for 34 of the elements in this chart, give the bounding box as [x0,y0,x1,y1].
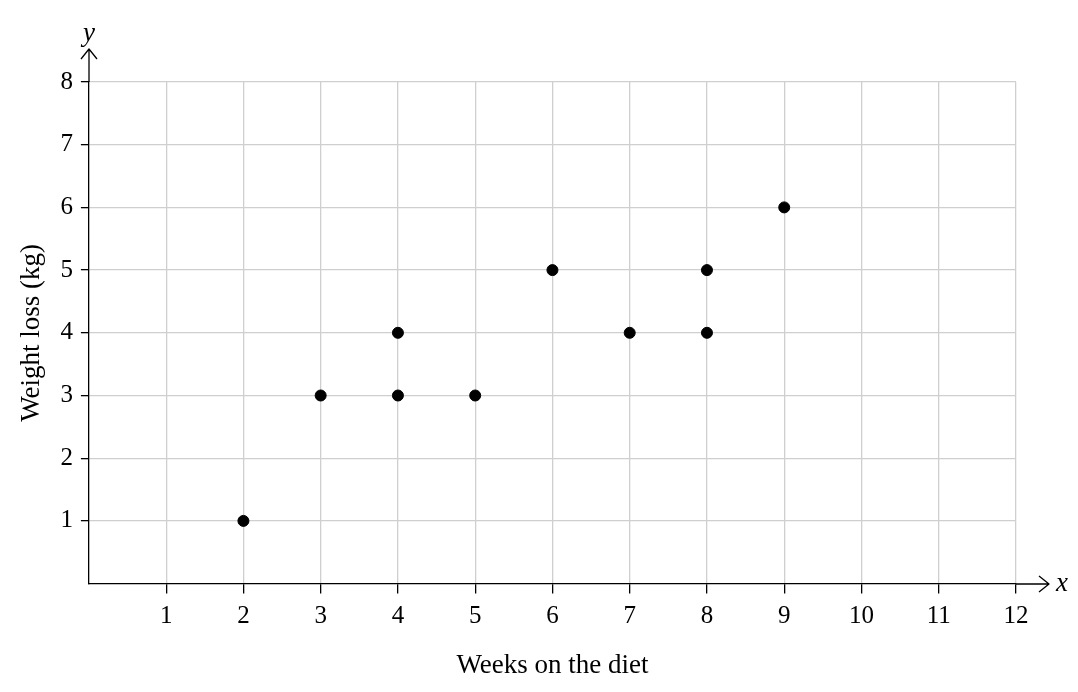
point [314,389,327,402]
y-tick-label: 2 [60,442,73,470]
point [391,326,404,339]
point [469,389,482,402]
x-tick-label: 3 [314,601,327,629]
point [778,201,791,214]
y-tick-label: 3 [60,380,73,408]
point [546,264,559,277]
x-tick-label: 2 [237,601,250,629]
point [700,326,713,339]
y-tick-label: 4 [60,317,74,345]
y-tick-label: 1 [60,505,73,533]
point [237,514,250,527]
point [391,389,404,402]
x-tick-label: 7 [623,601,636,629]
y-tick-label: 7 [60,129,73,157]
point [700,264,713,277]
y-axis-title: Weight loss (kg) [15,243,46,422]
x-tick-label: 9 [777,601,791,629]
x-tick-label: 5 [468,601,482,629]
x-axis-title: Weeks on the diet [456,648,649,679]
x-tick-label: 6 [546,601,559,629]
y-tick-label: 5 [60,254,73,282]
x-tick-label: 4 [391,601,405,629]
x-tick-label: 10 [848,601,874,629]
y-tick-label: 6 [60,191,73,219]
x-tick-label: 12 [1003,601,1029,629]
x-tick-label: 8 [700,601,714,629]
x-tick-label: 11 [926,601,951,629]
point [623,326,636,339]
y-tick-label: 8 [60,66,73,94]
x-tick-label: 1 [159,601,173,629]
text: y [79,17,95,48]
text: x [1055,566,1069,597]
